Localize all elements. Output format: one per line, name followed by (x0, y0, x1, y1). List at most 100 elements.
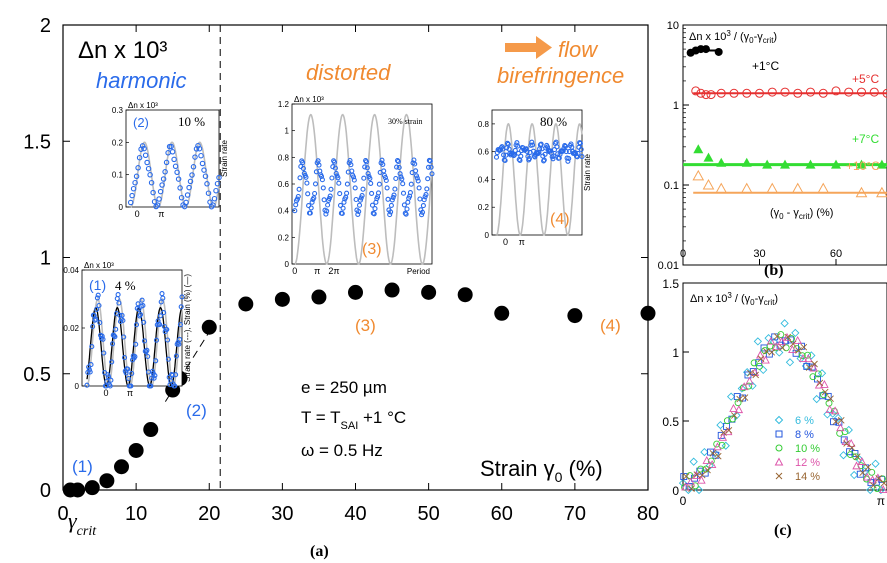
data-point (70, 482, 86, 498)
inset-data-point (397, 171, 403, 177)
inset-data-point (165, 337, 171, 343)
inset-y-tick-label: 0 (75, 382, 80, 391)
inset-data-point (300, 160, 306, 166)
x-tick-label-a: 60 (491, 503, 513, 525)
data-point-c (820, 391, 828, 399)
inset-data-point (151, 375, 157, 381)
inset-data-point (323, 211, 329, 217)
condition-thickness: e = 250 µm (301, 378, 387, 397)
inset-y-tick-label: 0.2 (112, 138, 124, 147)
inset-data-point (112, 334, 118, 340)
data-point-c (757, 355, 765, 363)
inset-data-point (333, 170, 339, 176)
data-point-b (693, 144, 704, 154)
data-point-c (807, 351, 816, 360)
inset-data-point (307, 210, 313, 216)
data-point-c (878, 475, 886, 483)
data-point-c (766, 336, 776, 345)
inset-data-point (169, 372, 175, 378)
inset-data-point (177, 185, 183, 191)
inset-data-point (154, 202, 161, 208)
inset-data-point (162, 169, 168, 175)
inset-data-point (388, 202, 394, 208)
inset-data-point (415, 178, 421, 184)
data-point-c (798, 352, 806, 360)
inset-data-point (412, 161, 418, 167)
data-point-c (795, 347, 802, 354)
inset-data-point (303, 174, 309, 180)
data-point-c (789, 340, 797, 348)
inset-data-point (523, 146, 529, 152)
inset-data-point (395, 158, 401, 165)
inset-data-point (133, 322, 140, 328)
inset-data-point (127, 199, 134, 206)
inset-data-point (499, 144, 505, 150)
inset-data-point (109, 359, 115, 365)
inset-data-point (363, 159, 369, 165)
data-point-c (852, 453, 860, 461)
inset-data-point (538, 141, 544, 147)
inset-data-point (554, 144, 560, 150)
inset-data-point (308, 205, 314, 211)
inset-data-point (199, 160, 206, 167)
inset-data-point (429, 171, 435, 177)
inset-data-point (320, 185, 326, 191)
inset-data-point (563, 149, 569, 155)
inset-y-tick-label: 0.4 (278, 207, 290, 216)
data-point (143, 422, 159, 438)
inset-data-point (394, 164, 400, 170)
inset-data-point (108, 377, 114, 383)
legend-c-marker (775, 444, 783, 452)
data-point-b (831, 86, 841, 96)
inset-data-point (362, 164, 368, 170)
inset-data-point (207, 199, 213, 205)
data-point-c (716, 420, 725, 430)
data-point-c (729, 403, 738, 412)
inset-data-point (176, 341, 182, 347)
inset-data-point (550, 156, 556, 162)
inset-x-tick-label: 0 (103, 388, 108, 398)
inset-x-tick-label: 2π (328, 266, 339, 276)
data-point (128, 442, 144, 458)
inset-data-point (139, 143, 146, 149)
data-point-c (870, 481, 877, 489)
data-point-c (814, 380, 824, 389)
data-point-c (784, 333, 792, 341)
inset-data-point (173, 353, 179, 359)
inset-data-point (144, 159, 150, 166)
inset-data-point (369, 190, 375, 196)
inset-data-point (356, 208, 362, 215)
inset-data-point (186, 184, 192, 191)
inset-data-point (367, 175, 373, 181)
data-point-c (788, 345, 797, 354)
inset-data-point (530, 142, 536, 148)
panel-b-ylabel: Δn x 103 / (γ0-γcrit) (689, 29, 777, 45)
data-point-c (824, 392, 832, 400)
inset-y-tick-label: 0.6 (478, 148, 490, 157)
data-point-c (741, 394, 749, 401)
inset-data-point (173, 372, 179, 378)
data-point-c (871, 459, 880, 468)
data-point-b (856, 159, 867, 169)
inset-data-point (90, 323, 96, 330)
point-label-3: (3) (355, 316, 376, 335)
inset-data-point (542, 151, 548, 157)
data-point-b (762, 159, 773, 169)
data-point-c (755, 359, 763, 367)
data-point-c (816, 379, 824, 387)
inset-data-point (177, 336, 183, 342)
data-point-c (879, 485, 887, 494)
inset-data-point (357, 197, 363, 203)
data-point-c (827, 395, 834, 402)
inset-label: (2) (133, 115, 149, 130)
inset-data-point (396, 164, 402, 171)
inset-data-point (135, 301, 141, 307)
data-point-c (753, 337, 763, 346)
inset-data-point (177, 322, 183, 328)
inset-data-point (336, 180, 342, 186)
data-point-b (869, 87, 879, 97)
inset-data-point (125, 366, 131, 372)
inset-data-point (174, 169, 180, 176)
inset-data-point (304, 180, 310, 186)
